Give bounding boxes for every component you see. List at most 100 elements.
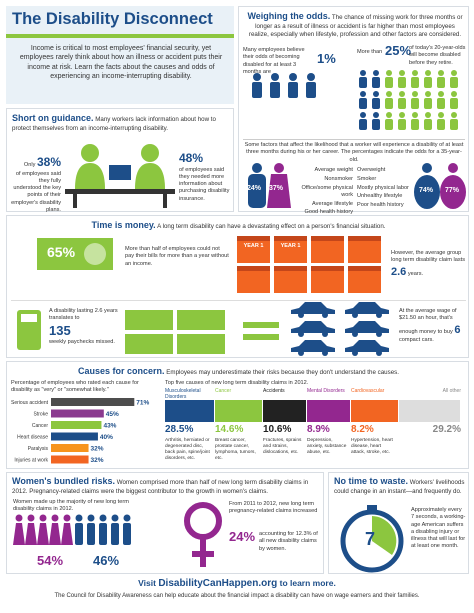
factor: Office/some physical work <box>301 184 353 198</box>
reality-stat: 25% <box>385 43 412 58</box>
bar <box>51 432 98 441</box>
car <box>291 302 335 314</box>
person-head <box>51 514 59 522</box>
value: 6 <box>454 323 461 336</box>
person-head <box>425 112 431 118</box>
high-male: 74% <box>419 187 434 194</box>
person-body <box>411 77 419 88</box>
person-body <box>385 77 393 88</box>
person-body <box>437 119 445 130</box>
low-list: Average weight Nonsmoker Office/some physi… <box>297 167 353 218</box>
person-head <box>412 70 418 76</box>
text: A long term disability can have a devast… <box>157 223 386 230</box>
post: weekly paychecks missed. <box>49 339 115 346</box>
claim-value: 8.2% <box>351 424 374 435</box>
car <box>291 321 335 333</box>
people-grid <box>359 70 458 130</box>
factor: Poor health history <box>357 202 404 209</box>
bar-value: 32% <box>91 446 104 453</box>
car <box>345 340 389 352</box>
stopwatch <box>340 505 404 573</box>
claims: Musculoskeletal Disorders 28.5% Arthritis,… <box>165 388 465 468</box>
notime-intro: No time to waste. Workers' livelihoods c… <box>334 476 466 496</box>
person-head <box>399 91 405 97</box>
person-body <box>25 523 37 545</box>
person-body <box>372 77 380 88</box>
claim-bar <box>399 400 460 422</box>
visit-post: to learn more. <box>279 578 336 588</box>
person-head <box>373 112 379 118</box>
pre: A disability lasting 2.6 years translate… <box>49 308 118 322</box>
calendar <box>237 266 270 293</box>
factor: Nonsmoker <box>324 175 353 182</box>
high-list: Overweight Smoker Mostly physical labor Unh… <box>357 167 413 211</box>
site[interactable]: DisabilityCanHappen.org <box>158 578 278 589</box>
person-head <box>412 91 418 97</box>
stat2: 48% of employees said they needed more in… <box>179 151 231 203</box>
person-body <box>13 523 25 545</box>
heading: No time to waste. <box>334 476 409 486</box>
factor: Smoker <box>357 175 377 182</box>
person-head <box>27 514 35 522</box>
person-head <box>99 514 107 522</box>
person-head <box>360 91 366 97</box>
bar <box>51 455 89 464</box>
person-head <box>438 91 444 97</box>
bar-label: Stroke <box>34 412 49 418</box>
text: Employees may underestimate their risks … <box>166 369 399 376</box>
guidance-panel: Short on guidance. Many workers lack inf… <box>6 108 234 214</box>
person-body <box>49 523 61 545</box>
value: 48% <box>179 151 204 165</box>
calendar <box>311 236 344 263</box>
person-body <box>411 119 419 130</box>
money-icon <box>37 238 113 270</box>
person-head <box>399 70 405 76</box>
wheel <box>376 331 382 337</box>
person-body <box>450 119 458 130</box>
wheel <box>298 312 304 318</box>
person-body <box>424 119 432 130</box>
claim-name: All other <box>442 388 461 394</box>
bar-value: 45% <box>106 411 119 418</box>
person-head <box>412 112 418 118</box>
car <box>345 302 389 314</box>
factor: Average weight <box>314 167 353 173</box>
claim-value: 28.5% <box>165 424 194 435</box>
person-head <box>438 112 444 118</box>
post: compact cars. <box>399 336 434 343</box>
causes-intro: Causes for concern. Employees may undere… <box>7 366 470 378</box>
wheel <box>322 350 328 356</box>
calendar <box>311 266 344 293</box>
growth: From 2011 to 2012, new long term pregnan… <box>229 501 318 515</box>
high-female: 77% <box>445 187 460 194</box>
person-head <box>87 514 95 522</box>
claim-bar <box>263 400 306 422</box>
person-body <box>450 77 458 88</box>
person-body <box>450 98 458 109</box>
calendar <box>274 266 307 293</box>
claim-name: Accidents <box>263 388 285 394</box>
person-head <box>360 70 366 76</box>
divider <box>11 300 466 301</box>
factors-intro: Some factors that affect the likelihood … <box>244 142 464 163</box>
person-body <box>398 98 406 109</box>
chart-title: Percentage of employees who rated each c… <box>11 380 139 394</box>
factor: Mostly physical labor <box>357 184 409 191</box>
bar <box>51 421 102 429</box>
calendar-label: YEAR 1 <box>280 243 301 249</box>
person-head <box>373 91 379 97</box>
wheel <box>352 331 358 337</box>
person-body <box>424 77 432 88</box>
guidance-intro: Short on guidance. Many workers lack inf… <box>12 113 230 133</box>
visit-pre: Visit <box>138 578 156 588</box>
person-body <box>385 98 393 109</box>
growth-value: 24% <box>229 529 256 544</box>
text: The chance of missing work for three mon… <box>248 14 463 38</box>
stat1: Only 38% of employees said they fully und… <box>11 155 61 214</box>
claim-name: Cardiovascular <box>351 388 385 394</box>
person-head <box>63 514 71 522</box>
male-value: 46% <box>93 553 120 568</box>
claim: However, the average group long term dis… <box>391 250 467 279</box>
paychecks: A disability lasting 2.6 years translate… <box>49 308 119 347</box>
text: Women comprised more than half of new lo… <box>12 479 309 495</box>
